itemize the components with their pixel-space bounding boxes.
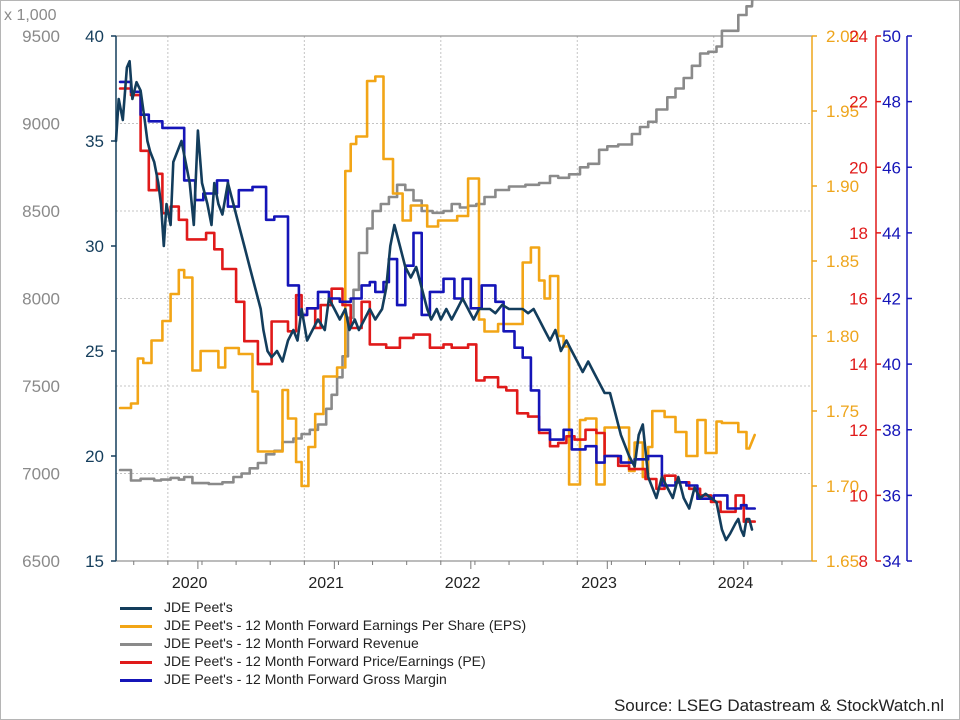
legend-item-pe: JDE Peet's - 12 Month Forward Price/Earn…	[120, 652, 526, 670]
margin-tick-label: 46	[882, 158, 901, 177]
eps-tick-label: 1.85	[826, 252, 859, 271]
revenue-tick-label: 8500	[22, 202, 60, 221]
revenue-tick-label: 8000	[22, 290, 60, 309]
price-tick-label: 30	[85, 237, 104, 256]
series-line-revenue	[118, 0, 754, 486]
legend-label: JDE Peet's - 12 Month Forward Price/Earn…	[164, 653, 486, 669]
margin-tick-label: 38	[882, 421, 901, 440]
legend-item-revenue: JDE Peet's - 12 Month Forward Revenue	[120, 634, 526, 652]
margin-tick-label: 34	[882, 552, 901, 571]
x-tick-label: 2021	[308, 575, 344, 592]
legend-label: JDE Peet's - 12 Month Forward Earnings P…	[164, 617, 527, 633]
legend-swatch	[120, 678, 152, 682]
pe-tick-label: 18	[849, 224, 868, 243]
series-line-margin	[118, 80, 756, 510]
legend-label: JDE Peet's	[164, 599, 233, 615]
eps-tick-label: 1.65	[826, 552, 859, 571]
margin-tick-label: 48	[882, 93, 901, 112]
source-note: Source: LSEG Datastream & StockWatch.nl	[613, 696, 944, 715]
series-line-eps	[118, 75, 756, 488]
legend-item-margin: JDE Peet's - 12 Month Forward Gross Marg…	[120, 670, 526, 688]
x-tick-label: 2020	[172, 575, 208, 592]
revenue-tick-label: 7000	[22, 465, 60, 484]
eps-tick-label: 1.70	[826, 477, 859, 496]
pe-tick-label: 14	[849, 355, 868, 374]
legend-swatch	[120, 606, 152, 610]
revenue-tick-label: 7500	[22, 377, 60, 396]
pe-tick-label: 24	[849, 27, 868, 46]
revenue-tick-label: 6500	[22, 552, 60, 571]
legend: JDE Peet's JDE Peet's - 12 Month Forward…	[120, 598, 526, 688]
pe-tick-label: 8	[859, 552, 868, 571]
price-tick-label: 35	[85, 132, 104, 151]
legend-swatch	[120, 642, 152, 646]
pe-tick-label: 22	[849, 93, 868, 112]
revenue-tick-label: 9000	[22, 115, 60, 134]
revenue-tick-label: 9500	[22, 27, 60, 46]
eps-tick-label: 1.90	[826, 177, 859, 196]
eps-tick-label: 1.80	[826, 327, 859, 346]
legend-item-eps: JDE Peet's - 12 Month Forward Earnings P…	[120, 616, 526, 634]
legend-swatch	[120, 660, 152, 664]
eps-tick-label: 1.95	[826, 102, 859, 121]
legend-label: JDE Peet's - 12 Month Forward Gross Marg…	[164, 671, 447, 687]
margin-tick-label: 50	[882, 27, 901, 46]
pe-tick-label: 16	[849, 290, 868, 309]
price-tick-label: 20	[85, 447, 104, 466]
margin-tick-label: 44	[882, 224, 901, 243]
axis-multiplier-label: x 1,000	[4, 7, 57, 24]
series-line-price	[114, 59, 754, 542]
eps-tick-label: 1.75	[826, 402, 859, 421]
margin-tick-label: 40	[882, 355, 901, 374]
price-tick-label: 40	[85, 27, 104, 46]
legend-label: JDE Peet's - 12 Month Forward Revenue	[164, 635, 419, 651]
pe-tick-label: 20	[849, 158, 868, 177]
eps-tick-label: 2.00	[826, 27, 859, 46]
pe-tick-label: 12	[849, 421, 868, 440]
price-tick-label: 25	[85, 342, 104, 361]
margin-tick-label: 42	[882, 290, 901, 309]
price-tick-label: 15	[85, 552, 104, 571]
legend-item-price: JDE Peet's	[120, 598, 526, 616]
legend-swatch	[120, 624, 152, 628]
x-tick-label: 2024	[718, 575, 754, 592]
pe-tick-label: 10	[849, 486, 868, 505]
margin-tick-label: 36	[882, 486, 901, 505]
series-line-pe	[118, 87, 756, 523]
x-tick-label: 2022	[445, 575, 481, 592]
x-tick-label: 2023	[581, 575, 617, 592]
